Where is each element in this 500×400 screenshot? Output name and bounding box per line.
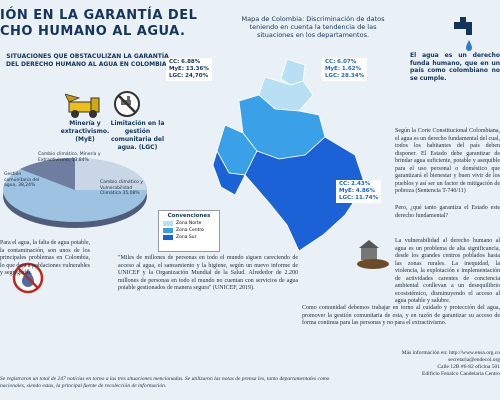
map-legend: Convenciones Zona Norte Zona Centro Zona… [158, 210, 220, 252]
stat-center-cc: CC: 6.07% [325, 59, 357, 65]
right-top-text: El agua es un derecho funda humano, que … [410, 52, 500, 82]
subtitle: SITUACIONES QUE OBSTACULIZAN LA GARANTÍA… [6, 53, 169, 68]
stat-south-cc: CC: 2.43% [339, 181, 371, 187]
pie-slice-cambio-climatico [75, 158, 147, 190]
dirty-water-icon [355, 236, 391, 270]
stat-north-lgc: LGC: 24,70% [169, 73, 209, 79]
legend-item-south: Zona Sur [163, 235, 215, 240]
stat-center: CC: 6.07% MyE: 1.62% LGC: 28.34% [322, 58, 368, 81]
stat-south: CC: 2.43% MyE: 4.86% LGC: 11.74% [336, 180, 382, 203]
contact-web-link[interactable]: Más información en: http://www.ensa.org.… [401, 350, 500, 356]
pie-label-right: Cambio climático y Vulnerabilidad Climát… [100, 180, 144, 196]
colombia-map [195, 55, 375, 255]
pie-label-left: Gestión comunitaria del agua, 38,24% [4, 172, 40, 188]
no-tap-icon [113, 90, 141, 118]
left-bottom-text: Para el agua, la falta de agua potable, … [0, 240, 90, 276]
page-title: IÓN EN LA GARANTÍA DEL CHO HUMANO AL AGU… [0, 8, 230, 40]
stat-center-mye: MyE: 1.62% [325, 66, 362, 72]
contact-email-link[interactable]: secretaria@endecol.org [448, 357, 500, 363]
title-line-2: CHO HUMANO AL AGUA. [0, 24, 186, 39]
no-water-icon [12, 262, 44, 294]
unicef-quote: "Miles de millones de personas en todo e… [118, 255, 298, 291]
stat-south-mye: MyE: 4.86% [339, 188, 376, 194]
title-line-1: IÓN EN LA GARANTÍA DEL [0, 8, 198, 23]
contact-address: Calle 12B #6-82 oficina 501 [437, 364, 500, 370]
pie-slice-mineria [20, 157, 75, 190]
pie-label-top: Cambio climático, Minería y Extractivism… [38, 152, 101, 163]
legend-swatch-center [163, 228, 173, 233]
stat-north-mye: MyE: 13.36% [169, 66, 209, 72]
map-zone-north [280, 58, 306, 86]
question-text: Pero, ¿qué tanto garantiza el Estado est… [395, 205, 500, 219]
stat-north: CC: 6.88% MyE: 13.36% LGC: 24,70% [166, 58, 212, 81]
pie-chart: Cambio climático, Minería y Extractivism… [0, 150, 150, 230]
stat-south-lgc: LGC: 11.74% [339, 195, 379, 201]
legend-item-center: Zona Centro [163, 228, 215, 233]
legend-swatch-south [163, 235, 173, 240]
constitutional-court-text: Según la Corte Constitucional Colombiana… [395, 128, 500, 194]
stat-center-lgc: LGC: 28.34% [325, 73, 365, 79]
community-text: Como comunidad debemos trabajar en torno… [302, 305, 500, 326]
legend-item-north: Zona Norte [163, 221, 215, 226]
contact-building: Edificio Fenalco Candelaria Centro [421, 371, 500, 377]
icon2-label: Limitación en la gestión comunitaria del… [110, 120, 165, 151]
stat-north-cc: CC: 6.88% [169, 59, 201, 65]
map-zone-south [244, 136, 366, 252]
tap-icon [450, 14, 480, 54]
icon1-label: Minería y extractivismo. (MyE) [60, 120, 110, 143]
footer-note: Se registraron un total de 247 noticias … [0, 376, 330, 389]
mining-truck-icon [64, 92, 105, 120]
map-title: Mapa de Colombia: Discriminación de dato… [241, 15, 385, 39]
legend-swatch-north [163, 221, 173, 226]
contact-info: Más información en: http://www.ensa.org.… [350, 350, 500, 378]
legend-title: Convenciones [167, 213, 211, 219]
vulnerability-text: La vulnerabilidad al derecho humano al a… [395, 238, 500, 304]
